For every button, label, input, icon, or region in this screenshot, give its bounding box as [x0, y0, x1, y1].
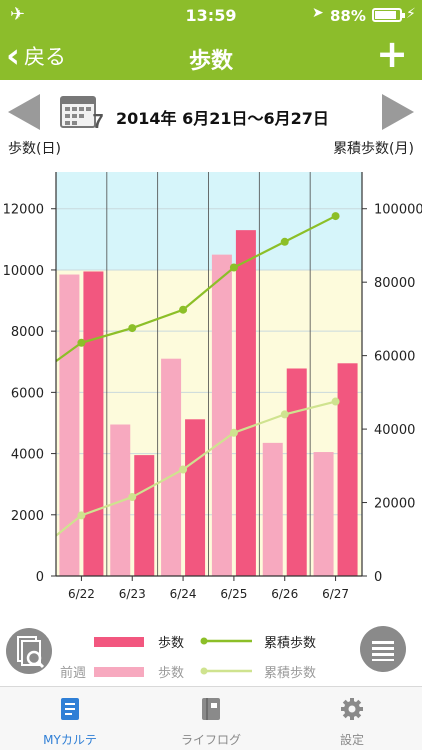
location-arrow-icon: ➤	[312, 5, 324, 21]
left-tick-label-6: 12000	[3, 203, 44, 218]
right-tick-label-3: 60000	[374, 350, 415, 365]
cumulative-point-6/24	[179, 305, 188, 314]
prev-week-bar-6/26	[262, 442, 283, 576]
add-button[interactable]: +	[376, 32, 408, 76]
x-tick-label-6/25: 6/25	[220, 587, 247, 601]
steps-bar-6/25	[235, 230, 256, 576]
left-tick-label-4: 8000	[11, 325, 44, 340]
cumulative-point-6/23	[128, 324, 137, 333]
legend-cumulative-label: 累積歩数	[264, 636, 317, 651]
prev-cumulative-point-6/23	[128, 493, 137, 502]
right-tick-label-5: 100000	[374, 203, 422, 218]
chevron-left-icon: ‹	[6, 36, 21, 76]
legend-prev-cumulative-label: 累積歩数	[264, 666, 317, 681]
next-week-button[interactable]	[382, 94, 414, 130]
right-tick-label-2: 40000	[374, 423, 415, 438]
left-tick-label-2: 4000	[11, 448, 44, 463]
prev-cumulative-point-6/24	[179, 465, 188, 474]
prev-cumulative-point-6/26	[280, 410, 289, 419]
battery-percent: 88%	[330, 7, 366, 25]
tab-my-karte-label: MYカルテ	[43, 733, 97, 747]
right-tick-label-1: 20000	[374, 497, 415, 512]
prev-week-bar-6/27	[313, 452, 334, 576]
tab-lifelog-label: ライフログ	[180, 733, 241, 747]
legend-previous-week-label: 前週	[60, 666, 87, 681]
airplane-icon: ✈	[10, 4, 26, 25]
previous-week-button[interactable]	[8, 94, 40, 130]
calendar-icon[interactable]: 7	[60, 94, 104, 130]
cumulative-point-6/25	[229, 263, 238, 272]
tab-settings-label: 設定	[339, 733, 364, 747]
prev-cumulative-point-6/25	[229, 428, 238, 437]
tab-lifelog[interactable]: ライフログ	[141, 687, 281, 751]
tab-bar: MYカルテ ライフログ 設定	[0, 686, 422, 750]
status-time: 13:59	[185, 6, 237, 25]
steps-bar-6/24	[185, 419, 206, 576]
steps-bar-6/26	[286, 368, 307, 576]
left-axis-title: 歩数(日)	[8, 141, 61, 157]
steps-bar-6/27	[337, 363, 358, 576]
x-tick-label-6/27: 6/27	[322, 587, 349, 601]
notebook-icon	[61, 698, 79, 720]
prev-week-bar-6/25	[211, 254, 232, 576]
gear-icon	[341, 698, 363, 720]
left-tick-label-3: 6000	[11, 386, 44, 401]
cumulative-point-6/22	[77, 338, 86, 347]
battery-icon	[372, 8, 405, 22]
prev-week-bar-6/22	[59, 274, 80, 576]
steps-bar-6/23	[134, 455, 155, 576]
week-range: 2014年 6月21日〜6月27日	[116, 109, 329, 128]
tab-settings[interactable]: 設定	[282, 687, 422, 751]
prev-cumulative-point-6/22	[77, 511, 86, 520]
x-tick-label-6/23: 6/23	[119, 587, 146, 601]
target-zone-0	[56, 172, 362, 270]
back-button-label: 戻る	[24, 45, 67, 69]
prev-cumulative-point-6/27	[331, 397, 340, 406]
week-selector: 7 2014年 6月21日〜6月27日	[0, 80, 422, 140]
legend-prev-cumulative-marker	[200, 667, 208, 675]
steps-chart-svg: 0 2000 4000 6000 8000 10000 12000 0 20000 40000 60…	[3, 172, 422, 601]
history-search-button[interactable]	[6, 628, 52, 674]
x-tick-label-6/22: 6/22	[68, 587, 95, 601]
left-tick-label-1: 2000	[11, 509, 44, 524]
cumulative-point-6/26	[280, 237, 289, 246]
document-search-icon	[17, 636, 45, 669]
right-tick-label-0: 0	[374, 570, 382, 585]
left-tick-label-0: 0	[36, 570, 44, 585]
legend-cumulative-marker	[200, 637, 208, 645]
cumulative-point-6/27	[331, 212, 340, 221]
list-icon	[372, 641, 394, 661]
charging-bolt-icon: ⚡	[406, 6, 416, 22]
steps-chart: 0 2000 4000 6000 8000 10000 12000 0 20000 40000 60…	[0, 160, 422, 620]
nav-bar: ‹ 戻る 歩数 +	[0, 32, 422, 80]
status-bar: ✈ 13:59 ➤ 88% ⚡	[0, 0, 422, 32]
legend-swatches	[94, 637, 252, 677]
chart-legend: 歩数 累積歩数 前週 歩数 累積歩数	[0, 622, 422, 684]
calendar-day: 7	[92, 111, 103, 130]
x-tick-label-6/26: 6/26	[271, 587, 298, 601]
back-button[interactable]: ‹ 戻る	[6, 38, 66, 74]
legend-prev-steps-label: 歩数	[158, 666, 185, 681]
prev-week-bar-6/24	[161, 358, 182, 576]
x-tick-label-6/24: 6/24	[170, 587, 197, 601]
book-icon	[202, 698, 220, 720]
legend-steps-swatch	[94, 637, 144, 647]
legend-prev-steps-swatch	[94, 667, 144, 677]
left-tick-label-5: 10000	[3, 264, 44, 279]
page-title: 歩数	[188, 49, 233, 74]
right-axis-title: 累積歩数(月)	[333, 141, 414, 157]
menu-button[interactable]	[360, 626, 406, 672]
right-tick-label-4: 80000	[374, 276, 415, 291]
legend-steps-label: 歩数	[158, 636, 185, 651]
tab-my-karte[interactable]: MYカルテ	[0, 687, 140, 751]
steps-bar-6/22	[83, 271, 104, 576]
